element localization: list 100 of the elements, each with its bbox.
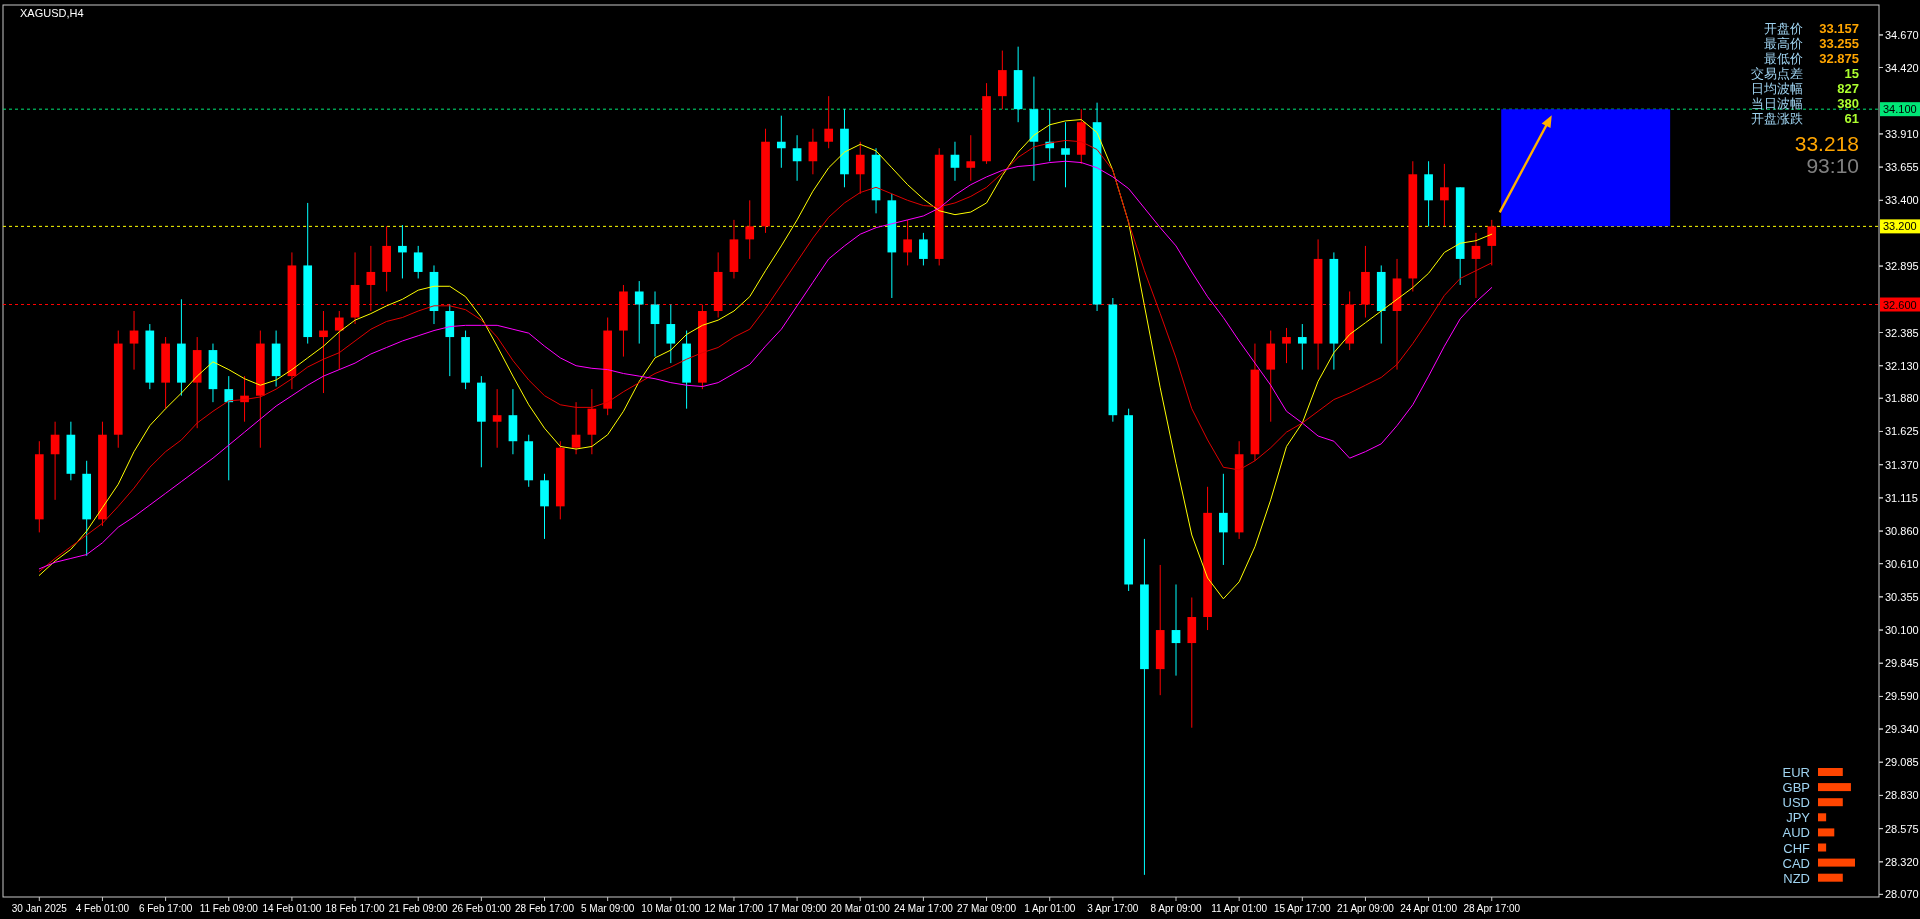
x-tick-label: 3 Apr 17:00 xyxy=(1087,903,1139,914)
y-tick-label: 32.130 xyxy=(1885,359,1919,372)
y-tick-label: CAD xyxy=(1782,855,1810,871)
x-tick-label: 27 Mar 09:00 xyxy=(957,903,1017,914)
candlestick xyxy=(571,401,581,455)
x-tick-label: 24 Mar 17:00 xyxy=(893,903,954,914)
text: 开盘涨跌 xyxy=(1751,111,1803,126)
text: 交易点差 xyxy=(1751,66,1803,81)
bar xyxy=(1818,813,1827,822)
y-tick-label: CHF xyxy=(1783,840,1811,856)
text: 93:10 xyxy=(1806,154,1859,177)
candlestick xyxy=(824,95,834,149)
bar xyxy=(1818,828,1835,837)
candlestick xyxy=(413,245,423,279)
candlestick xyxy=(745,199,755,260)
y-tick-label: 33.655 xyxy=(1885,161,1919,174)
text: 827 xyxy=(1837,81,1859,96)
y-tick-label: 31.370 xyxy=(1885,458,1919,471)
x-tick-label: 11 Apr 01:00 xyxy=(1211,903,1268,914)
y-tick-label: 29.845 xyxy=(1885,657,1919,670)
y-tick-label: 30.355 xyxy=(1885,590,1919,603)
y-tick-label: JPY xyxy=(1786,810,1811,826)
x-tick-label: 8 Apr 09:00 xyxy=(1150,903,1203,914)
candlestick xyxy=(776,115,786,169)
candlestick xyxy=(492,388,502,449)
candlestick xyxy=(1440,163,1449,227)
text: 380 xyxy=(1837,96,1859,111)
x-tick-label: 26 Feb 01:00 xyxy=(451,903,512,914)
text: 33.255 xyxy=(1819,36,1859,51)
ref-line-label: 32.600 xyxy=(1883,298,1917,311)
candlestick xyxy=(855,141,865,195)
candlestick xyxy=(950,141,960,182)
candlestick xyxy=(666,304,676,364)
y-tick-label: 29.590 xyxy=(1885,690,1919,703)
y-tick-label: 31.880 xyxy=(1885,392,1919,405)
candlestick xyxy=(1471,232,1481,299)
y-tick-label: 34.420 xyxy=(1885,61,1919,74)
text: 33.218 xyxy=(1794,132,1859,155)
candlestick xyxy=(903,219,912,266)
x-tick-label: 15 Apr 17:00 xyxy=(1273,903,1332,914)
x-tick-label: 30 Jan 2025 xyxy=(11,903,68,914)
text: 开盘价 xyxy=(1764,21,1803,36)
candlestick xyxy=(224,375,234,481)
y-tick-label: 30.860 xyxy=(1885,525,1919,538)
text: 日均波幅 xyxy=(1751,81,1803,96)
x-tick-label: 21 Apr 09:00 xyxy=(1337,903,1395,914)
x-tick-label: 17 Mar 09:00 xyxy=(767,903,827,914)
y-tick-label: 29.085 xyxy=(1885,756,1919,769)
y-tick-label: 28.830 xyxy=(1885,789,1919,802)
candlestick xyxy=(1061,121,1070,188)
candlestick xyxy=(1487,219,1497,266)
x-tick-label: 11 Feb 09:00 xyxy=(199,903,259,914)
bar xyxy=(1818,798,1843,807)
ref-line-label: 33.200 xyxy=(1883,220,1917,233)
ref-line-label: 34.100 xyxy=(1883,103,1917,116)
y-tick-label: 31.625 xyxy=(1885,425,1919,438)
x-tick-label: 24 Apr 01:00 xyxy=(1400,903,1458,914)
x-tick-label: 4 Feb 01:00 xyxy=(75,903,130,914)
y-tick-label: 29.340 xyxy=(1885,723,1919,736)
y-tick-label: 33.910 xyxy=(1885,127,1919,140)
bar xyxy=(1818,783,1851,792)
candlestick xyxy=(792,134,802,182)
x-tick-label: 18 Feb 17:00 xyxy=(325,903,385,914)
text: 32.875 xyxy=(1819,51,1859,66)
y-tick-label: 28.320 xyxy=(1885,855,1919,868)
text: 当日波幅 xyxy=(1751,96,1803,111)
y-tick-label: 34.670 xyxy=(1885,28,1919,41)
candlestick xyxy=(334,310,344,371)
x-tick-label: 5 Mar 09:00 xyxy=(580,903,635,914)
chart-title: XAGUSD,H4 xyxy=(20,7,84,19)
bar xyxy=(1818,858,1855,867)
x-tick-label: 28 Feb 17:00 xyxy=(515,903,575,914)
x-tick-label: 6 Feb 17:00 xyxy=(138,903,193,914)
y-tick-label: 28.070 xyxy=(1885,888,1919,901)
candlestick xyxy=(1171,583,1181,677)
y-tick-label: 32.385 xyxy=(1885,326,1919,339)
x-tick-label: 14 Feb 01:00 xyxy=(262,903,322,914)
bar xyxy=(1818,843,1827,852)
y-tick-label: 31.115 xyxy=(1885,491,1918,504)
candlestick xyxy=(1219,473,1228,566)
x-tick-label: 28 Apr 17:00 xyxy=(1463,903,1521,914)
candlestick xyxy=(1282,327,1291,364)
text: 15 xyxy=(1844,66,1859,81)
candlestick xyxy=(129,310,139,371)
x-tick-label: 21 Feb 09:00 xyxy=(388,903,449,914)
text: 最低价 xyxy=(1764,51,1803,66)
y-tick-label: AUD xyxy=(1782,825,1810,841)
candlestick xyxy=(634,280,644,345)
candlestick xyxy=(1297,323,1307,371)
y-tick-label: 33.400 xyxy=(1885,194,1919,207)
y-tick-label: GBP xyxy=(1782,780,1810,796)
text: 33.157 xyxy=(1819,21,1859,36)
y-tick-label: 28.575 xyxy=(1885,822,1919,835)
y-tick-label: USD xyxy=(1782,795,1810,811)
bar xyxy=(1818,768,1843,776)
y-tick-label: NZD xyxy=(1783,870,1810,886)
x-tick-label: 10 Mar 01:00 xyxy=(641,903,701,914)
candlestick xyxy=(319,310,328,394)
bar xyxy=(1818,873,1843,882)
candlestick xyxy=(919,232,928,266)
